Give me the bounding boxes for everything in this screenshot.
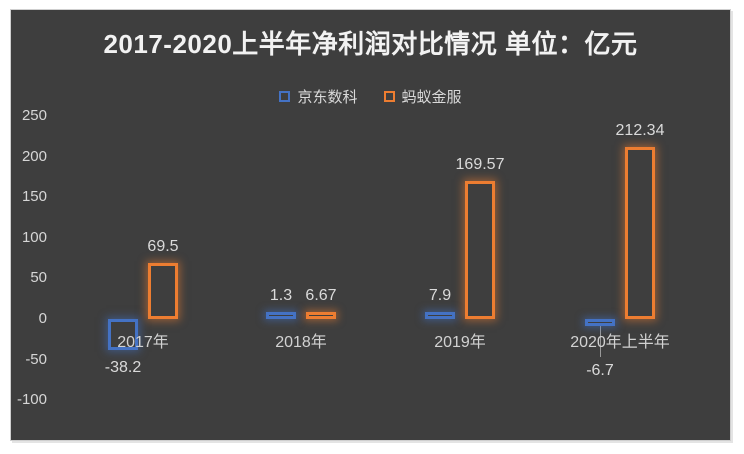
legend-label-ant: 蚂蚁金服: [401, 89, 462, 106]
bar-京东数科-2018年: [266, 312, 296, 319]
data-label-蚂蚁金服-2019年: 169.57: [455, 156, 505, 173]
data-label-京东数科-2020年上半年: -6.7: [586, 362, 614, 379]
legend-swatch-jd-icon: [279, 91, 291, 102]
chart-legend: 京东数科 蚂蚁金服: [11, 86, 730, 107]
data-label-京东数科-2017年: -38.2: [104, 359, 142, 376]
plot-area: 250 200 150 100 50 0 -50 -100 2017年 2018年 2019年 202…: [11, 10, 732, 442]
data-label-蚂蚁金服-2017年: 69.5: [147, 238, 179, 255]
x-axis-category-3: 2019年: [434, 334, 486, 351]
bar-京东数科-2019年: [425, 312, 455, 319]
chart-card: 2017-2020上半年净利润对比情况 单位：亿元 京东数科 蚂蚁金服 250 2…: [10, 9, 731, 441]
bar-蚂蚁金服-2018年: [306, 312, 336, 319]
legend-item-jd: 京东数科: [279, 86, 358, 107]
bar-蚂蚁金服-2020年上半年: [625, 147, 655, 319]
legend-label-jd: 京东数科: [297, 89, 358, 106]
data-label-京东数科-2019年: 7.9: [428, 287, 452, 304]
label-leader-line: [600, 325, 601, 357]
bar-京东数科-2020年上半年: [585, 319, 615, 326]
x-axis-category-1: 2017年: [117, 334, 169, 351]
bar-蚂蚁金服-2019年: [465, 181, 495, 319]
legend-swatch-ant-icon: [383, 91, 395, 102]
chart-title: 2017-2020上半年净利润对比情况 单位：亿元: [103, 29, 638, 59]
y-axis-tick-100: 100: [21, 229, 47, 246]
y-axis-tick-250: 250: [21, 107, 47, 124]
data-label-蚂蚁金服-2020年上半年: 212.34: [615, 122, 665, 139]
data-label-京东数科-2018年: 1.3: [269, 287, 293, 304]
x-axis-category-4: 2020年上半年: [570, 334, 670, 351]
bar-京东数科-2017年: [108, 319, 138, 350]
y-axis-tick-0: 0: [38, 310, 47, 327]
y-axis-tick-200: 200: [21, 148, 47, 165]
legend-item-ant: 蚂蚁金服: [383, 86, 462, 107]
y-axis-tick-50: 50: [30, 269, 47, 286]
data-label-蚂蚁金服-2018年: 6.67: [305, 287, 337, 304]
bar-蚂蚁金服-2017年: [148, 263, 178, 319]
y-axis-tick--100: -100: [16, 391, 47, 408]
y-axis-tick--50: -50: [25, 351, 47, 368]
x-axis-category-2: 2018年: [275, 334, 327, 351]
y-axis-tick-150: 150: [21, 188, 47, 205]
